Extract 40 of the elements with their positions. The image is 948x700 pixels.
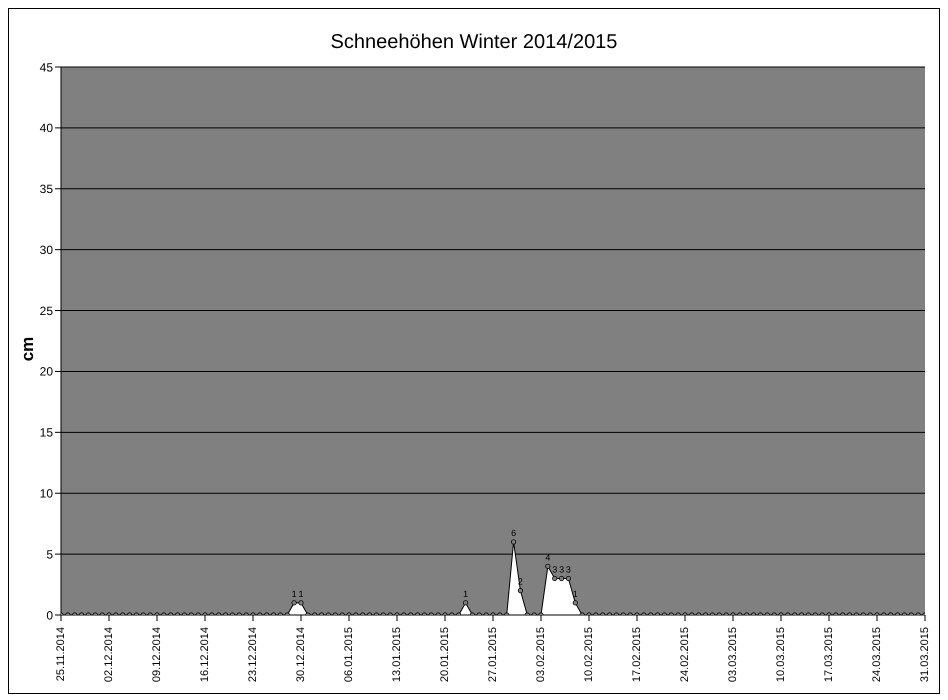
data-label: 3 (552, 564, 558, 574)
x-tick-label: 03.02.2015 (535, 627, 547, 682)
y-tick-label: 45 (40, 60, 54, 74)
x-tick-label: 10.03.2015 (775, 627, 787, 682)
chart-title: Schneehöhen Winter 2014/2015 (330, 31, 618, 54)
y-tick-label: 10 (40, 486, 54, 500)
x-tick-label: 23.12.2014 (247, 627, 259, 682)
x-tick-label: 10.02.2015 (583, 627, 595, 682)
x-tick-label: 06.01.2015 (343, 627, 355, 682)
y-tick-label: 35 (40, 182, 54, 196)
data-label: 4 (545, 552, 550, 562)
y-tick-label: 20 (40, 364, 54, 379)
x-tick-label: 24.02.2015 (679, 627, 691, 682)
y-tick-label: 5 (46, 547, 54, 562)
y-tick-label: 15 (40, 426, 54, 440)
y-tick-label: 25 (40, 304, 54, 318)
x-tick-label: 30.12.2014 (295, 627, 307, 682)
x-tick-label: 09.12.2014 (151, 627, 163, 682)
data-label: 1 (463, 588, 468, 599)
y-tick-label: 40 (40, 121, 54, 136)
x-tick-label: 02.12.2014 (103, 627, 115, 682)
x-tick-label: 31.03.2015 (919, 627, 931, 682)
x-tick-label: 20.01.2015 (439, 627, 451, 682)
x-tick-label: 17.03.2015 (823, 627, 835, 682)
y-tick-label: 0 (46, 608, 54, 622)
y-tick-label: 30 (40, 242, 54, 257)
x-tick-label: 16.12.2014 (199, 627, 211, 682)
data-label: 1 (572, 588, 578, 599)
data-label: 1 (292, 588, 297, 599)
x-tick-label: 03.03.2015 (727, 627, 739, 682)
x-tick-label: 27.01.2015 (487, 627, 499, 682)
x-tick-label: 17.02.2015 (631, 627, 643, 682)
x-tick-label: 13.01.2015 (391, 627, 403, 682)
data-label: 1 (298, 588, 304, 599)
x-tick-label: 25.11.2014 (55, 627, 67, 682)
data-label: 6 (511, 528, 516, 538)
x-tick-label: 24.03.2015 (871, 627, 883, 682)
data-label: 3 (559, 564, 564, 574)
data-label: 3 (566, 564, 571, 574)
y-axis-title: cm (18, 336, 38, 364)
